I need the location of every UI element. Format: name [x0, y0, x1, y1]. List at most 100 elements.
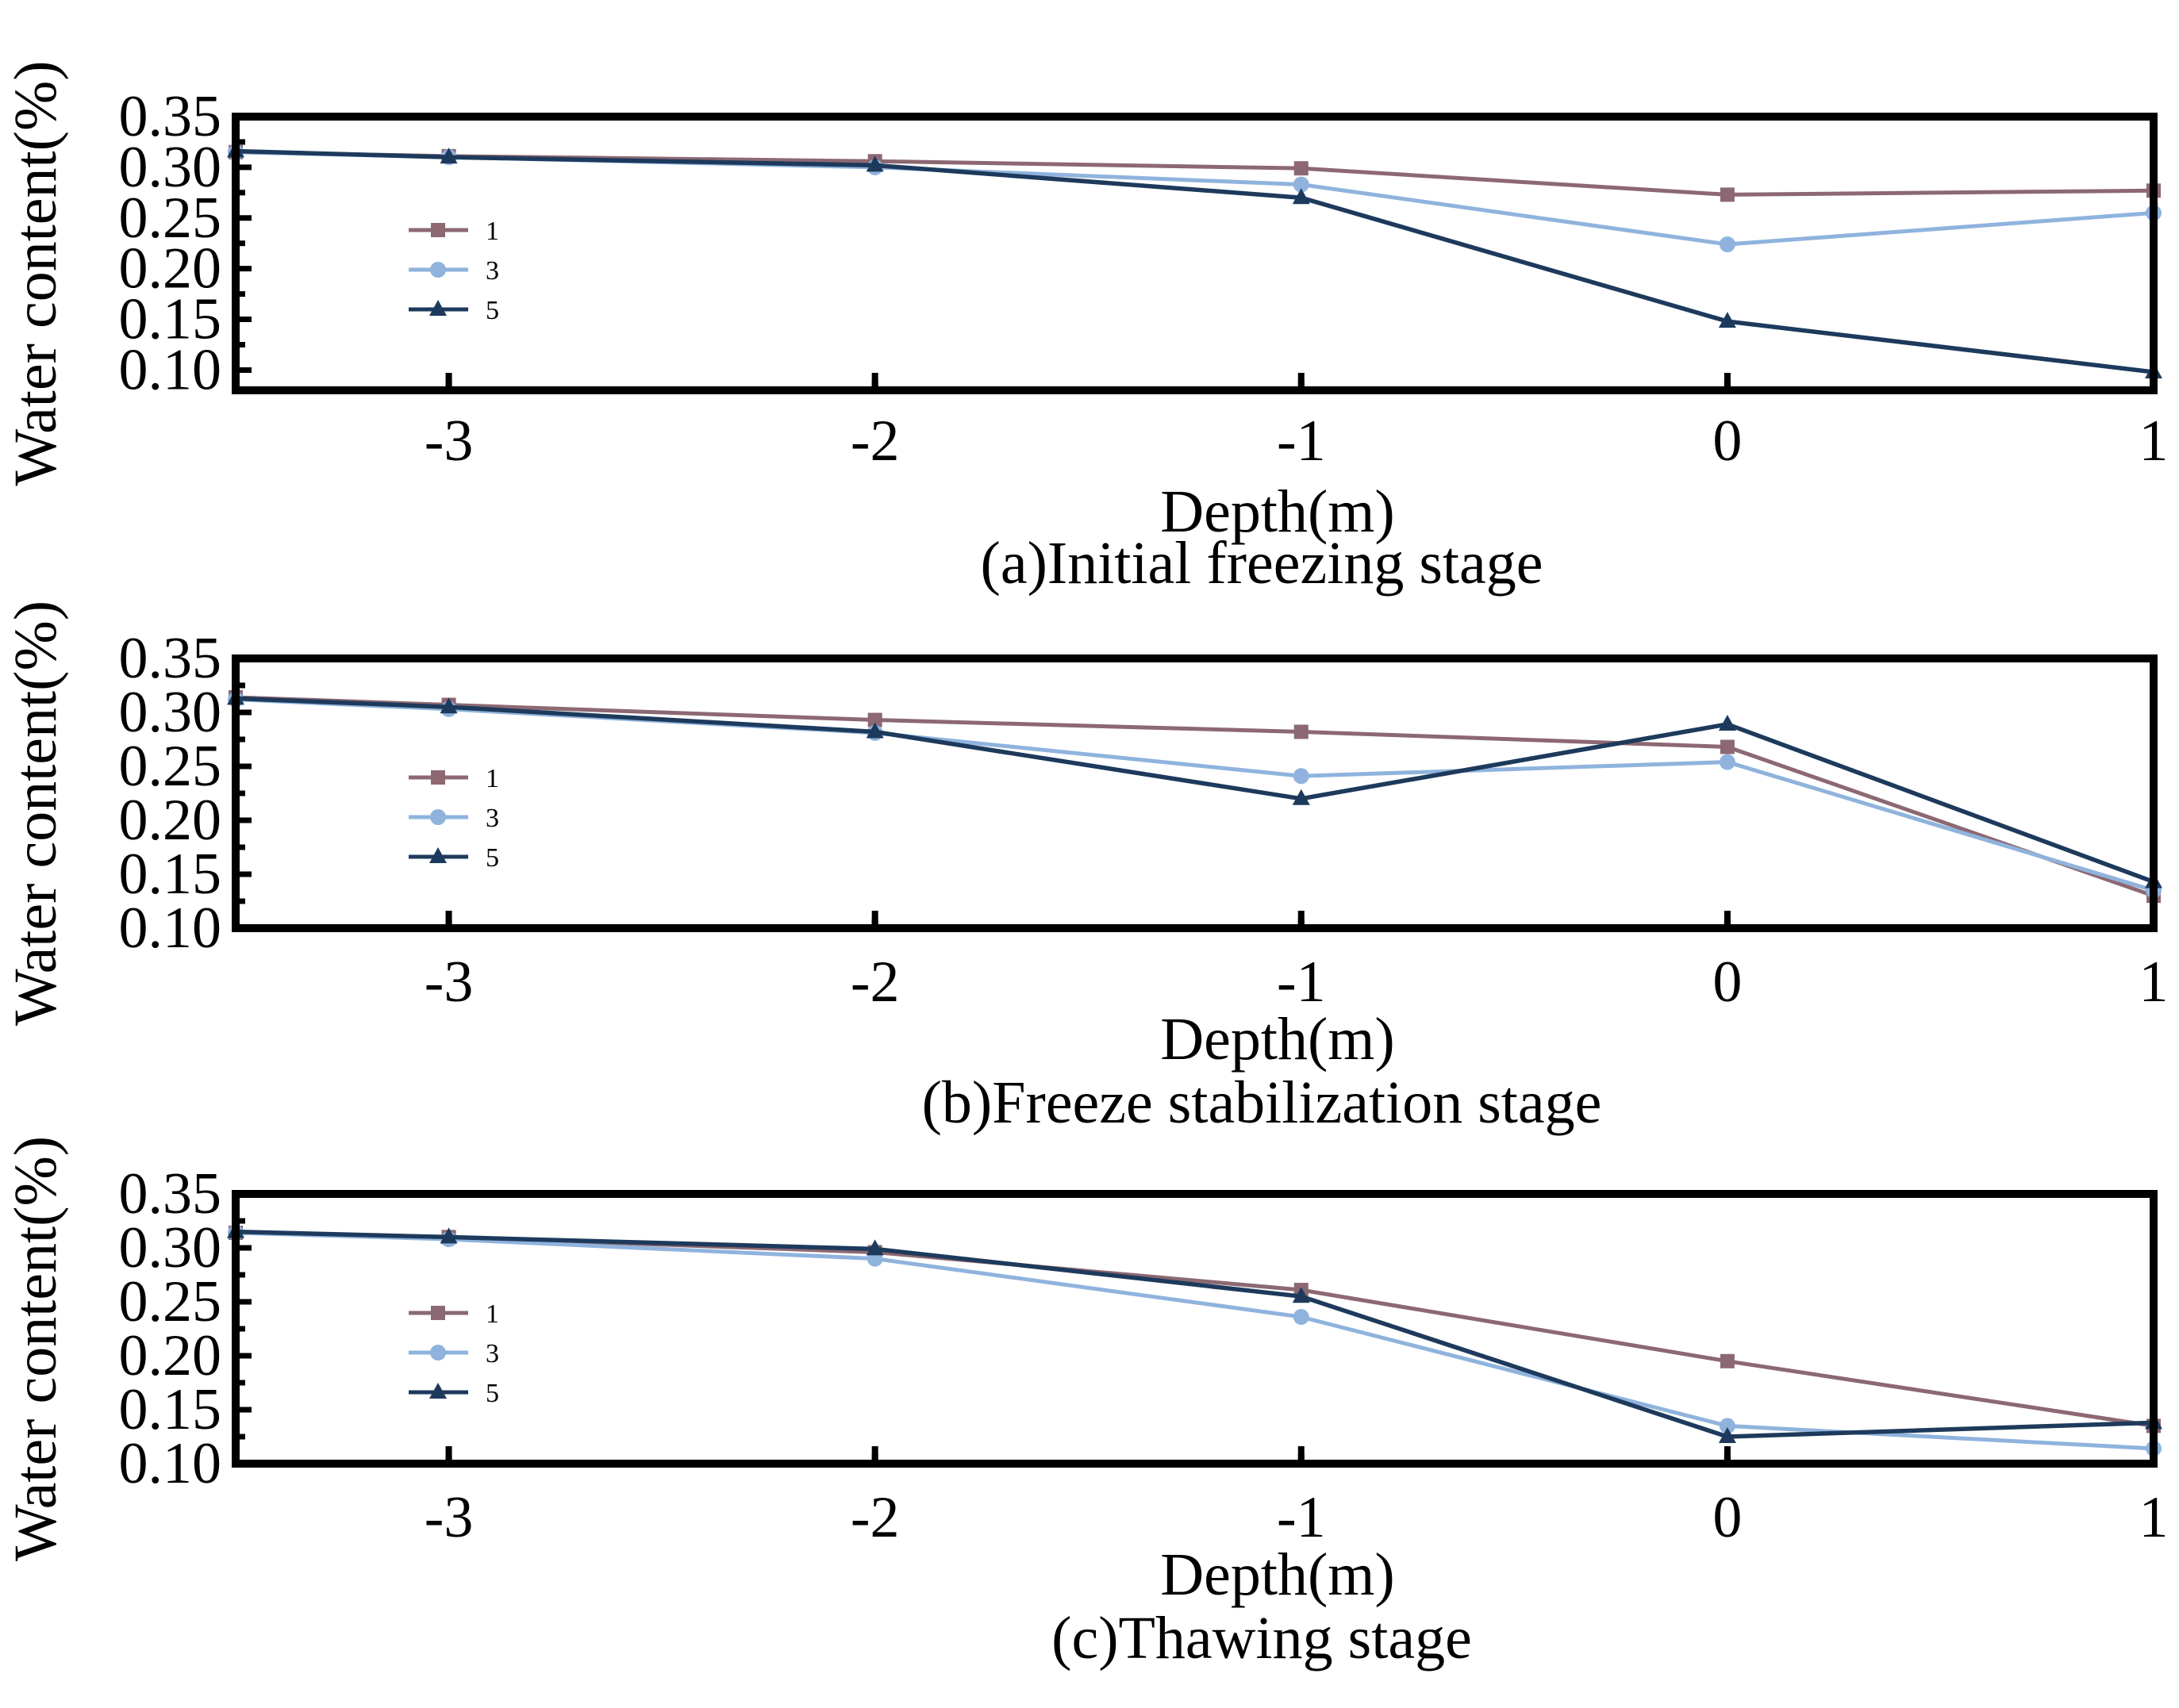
- series-line-1: [235, 1230, 2154, 1428]
- data-point-series-5: [440, 148, 458, 164]
- y-tick-label: 0.30: [119, 680, 222, 745]
- plot-frame: [232, 1190, 2158, 1468]
- x-tick-label: -2: [851, 950, 900, 1015]
- data-point-series-3: [1293, 1309, 1309, 1326]
- y-tick-label: 0.30: [119, 135, 222, 200]
- y-tick-label: 0.20: [119, 788, 222, 853]
- x-tick-label: 1: [2139, 950, 2169, 1015]
- plot-frame: [232, 113, 2158, 394]
- data-point-series-1: [1720, 187, 1735, 202]
- series-group: [227, 689, 2162, 904]
- data-point-series-5: [440, 1227, 458, 1244]
- data-point-series-3: [1719, 754, 1735, 770]
- legend-marker-5: [429, 300, 447, 316]
- x-tick-label: 1: [2139, 409, 2169, 474]
- data-point-series-5: [866, 1239, 884, 1256]
- chart-caption: (c)Thawing stage: [1051, 1605, 1472, 1672]
- y-tick-label: 0.25: [119, 734, 222, 799]
- legend: 1 3 5: [409, 1299, 499, 1408]
- y-tick-label: 0.25: [119, 186, 222, 251]
- legend-marker-1: [431, 1306, 445, 1320]
- x-tick-label: -3: [425, 950, 474, 1015]
- x-tick-label: 0: [1712, 950, 1742, 1015]
- data-point-series-5: [1718, 1427, 1736, 1443]
- legend-label-3: 3: [486, 256, 499, 286]
- legend-label-1: 1: [486, 217, 499, 246]
- data-point-series-5: [866, 155, 884, 172]
- legend-label-1: 1: [486, 764, 499, 793]
- series-line-5: [235, 696, 2154, 885]
- y-tick-label: 0.35: [119, 84, 222, 149]
- series-line-3: [235, 1230, 2154, 1451]
- legend: 1 3 5: [409, 217, 499, 325]
- legend-marker-5: [429, 847, 447, 863]
- x-tick-label: -1: [1277, 1485, 1326, 1550]
- legend-marker-3: [430, 1345, 446, 1361]
- legend-marker-3: [430, 809, 446, 825]
- data-point-series-1: [867, 712, 882, 727]
- legend-label-3: 3: [486, 804, 499, 833]
- data-point-series-3: [1719, 1418, 1735, 1434]
- chart-panel-c: -3 -2 -1 0 1 0.100.150.200.250.300.35 Water co…: [2, 1136, 2169, 1672]
- x-tick-label: -1: [1277, 409, 1326, 474]
- legend-marker-1: [431, 770, 445, 785]
- legend-marker-5: [429, 1383, 447, 1399]
- y-tick-label: 0.10: [119, 1431, 222, 1496]
- x-tick-label: -2: [851, 1485, 900, 1550]
- data-point-series-5: [1292, 188, 1310, 205]
- x-tick-label: 0: [1712, 409, 1742, 474]
- y-axis-label: Water content(%): [2, 1136, 69, 1561]
- y-tick-label: 0.15: [119, 287, 222, 352]
- data-point-series-1: [1720, 739, 1735, 754]
- y-tick-label: 0.10: [119, 337, 222, 402]
- data-point-series-3: [1293, 768, 1309, 785]
- x-axis-label: Depth(m): [1160, 478, 1394, 545]
- data-point-series-5: [1292, 789, 1310, 805]
- x-tick-label: -2: [851, 409, 900, 474]
- y-tick-label: 0.10: [119, 896, 222, 961]
- y-tick-label: 0.15: [119, 1377, 222, 1442]
- x-tick-label: -3: [425, 1485, 474, 1550]
- x-tick-label: 1: [2139, 1485, 2169, 1550]
- series-line-1: [235, 695, 2154, 898]
- data-point-series-1: [1293, 724, 1309, 739]
- chart-panel-a: -3 -2 -1 0 1 0.100.150.200.250.300.35 Water co…: [2, 60, 2169, 597]
- legend-marker-3: [430, 262, 446, 278]
- series-group: [227, 1222, 2162, 1457]
- series-line-5: [235, 1229, 2154, 1439]
- y-tick-label: 0.15: [119, 842, 222, 907]
- chart-caption: (b)Freeze stabilization stage: [922, 1069, 1602, 1136]
- legend-label-1: 1: [486, 1299, 499, 1329]
- x-tick-label: -1: [1277, 950, 1326, 1015]
- y-tick-label: 0.25: [119, 1269, 222, 1334]
- legend-marker-1: [431, 223, 445, 237]
- data-point-series-5: [1292, 1287, 1310, 1303]
- y-tick-label: 0.20: [119, 1323, 222, 1388]
- y-tick-label: 0.30: [119, 1215, 222, 1280]
- x-tick-label: -3: [425, 409, 474, 474]
- data-point-series-5: [1718, 714, 1736, 731]
- x-axis-label: Depth(m): [1160, 1541, 1394, 1608]
- legend-label-3: 3: [486, 1339, 499, 1368]
- data-point-series-3: [1293, 176, 1309, 193]
- y-axis-label: Water content(%): [2, 601, 69, 1026]
- chart-caption: (a)Initial freezing stage: [981, 530, 1543, 597]
- data-point-series-5: [440, 697, 458, 714]
- data-point-series-5: [1718, 312, 1736, 328]
- data-point-series-5: [866, 722, 884, 739]
- x-axis-label: Depth(m): [1160, 1006, 1394, 1073]
- x-tick-label: 0: [1712, 1485, 1742, 1550]
- y-tick-label: 0.35: [119, 626, 222, 691]
- legend-label-5: 5: [486, 1379, 499, 1408]
- data-point-series-1: [1720, 1353, 1735, 1368]
- y-tick-label: 0.20: [119, 236, 222, 301]
- data-point-series-3: [1719, 236, 1735, 252]
- chart-panel-b: -3 -2 -1 0 1 0.100.150.200.250.300.35 Water co…: [2, 601, 2169, 1136]
- series-group: [227, 141, 2162, 378]
- y-axis-label: Water content(%): [2, 60, 69, 486]
- y-tick-label: 0.35: [119, 1161, 222, 1226]
- series-line-5: [235, 148, 2154, 374]
- data-point-series-1: [1293, 161, 1309, 176]
- legend-label-5: 5: [486, 843, 499, 873]
